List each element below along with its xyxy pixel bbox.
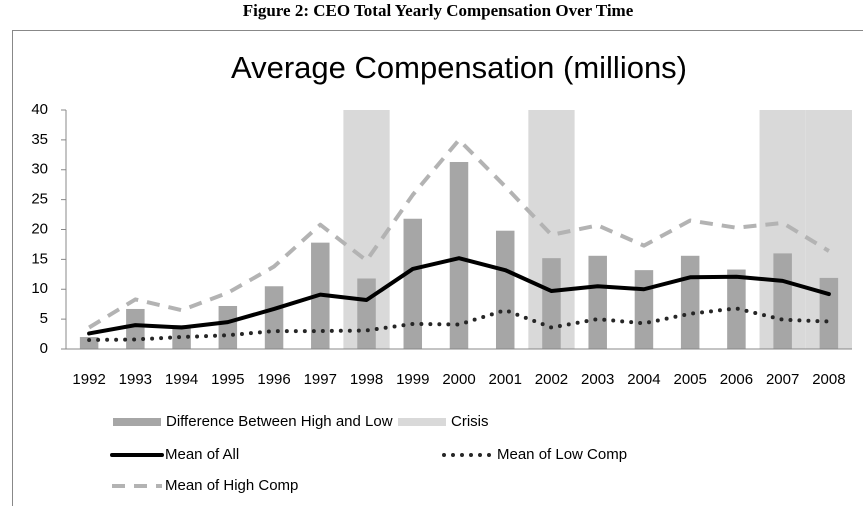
y-tick-label: 0 (40, 340, 48, 357)
bar (265, 286, 283, 349)
y-tick-label: 5 (40, 310, 48, 327)
x-tick-label: 1995 (211, 371, 244, 388)
x-tick-label: 2005 (673, 371, 706, 388)
bar (635, 270, 653, 349)
bar (681, 256, 699, 349)
legend-swatch (113, 418, 161, 426)
bar (219, 306, 237, 349)
x-tick-label: 2007 (766, 371, 799, 388)
legend-label: Mean of High Comp (165, 477, 298, 494)
y-tick-label: 40 (31, 101, 48, 118)
x-tick-label: 2006 (720, 371, 753, 388)
x-tick-label: 2002 (535, 371, 568, 388)
x-tick-label: 2001 (489, 371, 522, 388)
chart-title: Average Compensation (millions) (231, 50, 687, 85)
x-tick-label: 1992 (72, 371, 105, 388)
x-tick-label: 1996 (257, 371, 290, 388)
y-tick-label: 15 (31, 250, 48, 267)
bar (588, 256, 606, 349)
legend-swatch (398, 418, 446, 426)
x-tick-label: 1994 (165, 371, 198, 388)
y-tick-label: 30 (31, 161, 48, 178)
x-tick-label: 2000 (442, 371, 475, 388)
bar (126, 309, 144, 349)
x-tick-label: 1999 (396, 371, 429, 388)
y-tick-label: 25 (31, 191, 48, 208)
bar (773, 253, 791, 349)
x-tick-label: 1997 (304, 371, 337, 388)
legend-label: Crisis (451, 413, 489, 430)
bar (542, 258, 560, 349)
x-tick-label: 1998 (350, 371, 383, 388)
x-tick-label: 2004 (627, 371, 660, 388)
x-tick-label: 2008 (812, 371, 845, 388)
bar (820, 278, 838, 349)
bar (404, 219, 422, 349)
bar (357, 278, 375, 349)
x-tick-label: 2003 (581, 371, 614, 388)
legend-label: Mean of All (165, 446, 239, 463)
chart-frame (13, 31, 863, 507)
figure-caption: Figure 2: CEO Total Yearly Compensation … (243, 1, 634, 20)
y-tick-label: 20 (31, 220, 48, 237)
bar (496, 231, 514, 349)
legend-label: Difference Between High and Low (166, 413, 393, 430)
x-tick-label: 1993 (119, 371, 152, 388)
y-tick-label: 10 (31, 280, 48, 297)
legend-label: Mean of Low Comp (497, 446, 627, 463)
y-tick-label: 35 (31, 131, 48, 148)
